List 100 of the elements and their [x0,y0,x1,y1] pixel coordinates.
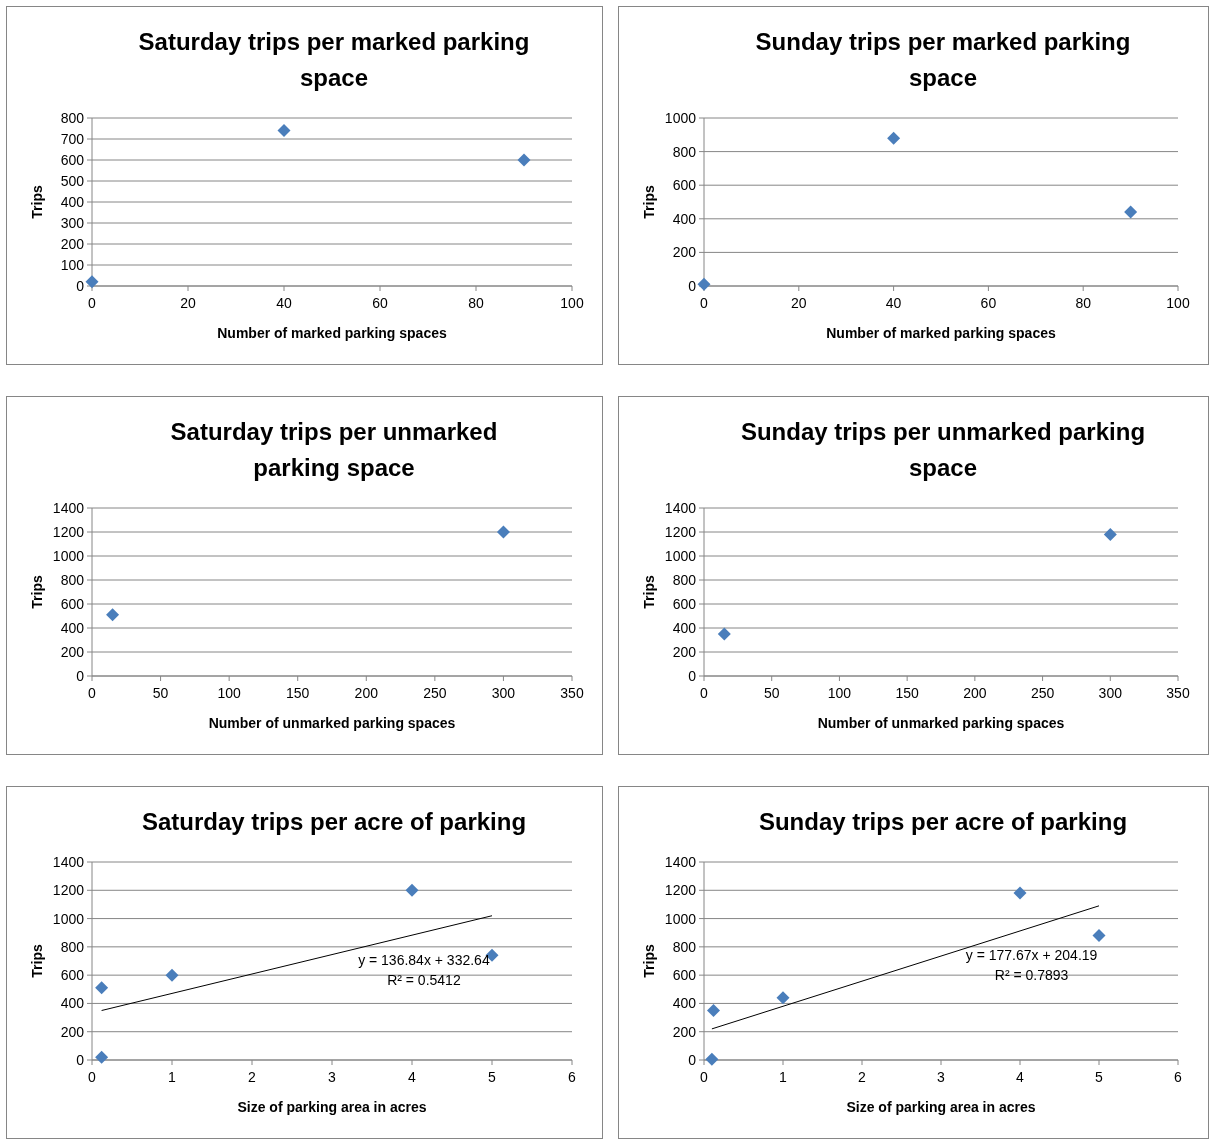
x-tick-label: 150 [286,685,310,701]
x-tick-label: 100 [827,685,852,701]
x-tick-label: 50 [152,685,169,701]
point [95,981,109,995]
x-tick-label: 60 [980,295,997,311]
y-axis-title: Trips [641,575,657,609]
x-tick-label: 6 [1174,1069,1183,1085]
x-tick-label: 3 [937,1069,946,1085]
y-tick-label: 200 [60,1023,85,1040]
point [277,124,291,138]
point [887,131,901,145]
x-tick-label: 1 [779,1069,788,1085]
y-tick-label: 300 [60,215,85,231]
y-tick-label: 800 [672,143,697,160]
y-tick-label: 0 [688,1052,697,1068]
point [517,153,531,167]
x-tick-label: 350 [560,685,584,701]
y-tick-label: 1400 [52,854,85,870]
y-axis-title: Trips [29,575,45,609]
x-tick-label: 80 [1075,295,1092,311]
y-tick-label: 600 [672,967,697,984]
y-tick-label: 800 [60,110,85,126]
y-axis-title: Trips [641,944,657,978]
annotation: y = 136.84x + 332.64 [358,951,490,968]
x-tick-label: 20 [791,295,807,311]
x-tick-label: 100 [217,685,242,701]
y-tick-label: 0 [76,1052,85,1068]
y-tick-label: 1200 [52,524,85,540]
y-tick-label: 500 [60,173,85,189]
chart-title: Saturday trips per acre of parking [141,808,527,835]
x-tick-label: 0 [700,1069,709,1085]
point [95,1050,109,1064]
y-axis-title: Trips [29,944,45,978]
y-tick-label: 400 [672,995,697,1012]
x-tick-label: 250 [1030,685,1055,701]
point [85,275,99,289]
x-tick-label: 200 [354,685,379,701]
x-axis-title: Size of parking area in acres [846,1099,1036,1115]
x-tick-label: 5 [488,1069,497,1085]
y-tick-label: 600 [60,152,85,168]
x-tick-label: 350 [1166,685,1190,701]
x-axis-title: Number of marked parking spaces [826,325,1056,341]
x-tick-label: 0 [700,685,709,701]
chart-title: Sunday trips per marked parking space [755,28,1131,91]
x-tick-label: 40 [276,295,292,311]
y-tick-label: 800 [60,572,85,588]
point [706,1004,720,1017]
x-tick-label: 100 [1166,295,1190,311]
y-tick-label: 0 [76,278,85,294]
x-tick-label: 5 [1095,1069,1104,1085]
y-tick-label: 800 [60,938,85,955]
x-tick-label: 300 [1098,685,1123,701]
y-tick-label: 200 [672,244,697,261]
annotation: y = 177.67x + 204.19 [965,947,1098,964]
x-tick-label: 150 [895,685,920,701]
point [1013,886,1027,900]
point [1124,205,1138,219]
x-tick-label: 0 [88,1069,97,1085]
y-tick-label: 800 [672,572,697,588]
y-tick-label: 0 [76,668,85,684]
y-tick-label: 1200 [52,882,85,899]
x-tick-label: 4 [408,1069,417,1085]
y-tick-label: 1200 [664,524,697,540]
chart-title: Sunday trips per acre of parking [758,808,1128,835]
x-tick-label: 0 [700,295,709,311]
x-tick-label: 250 [423,685,447,701]
x-axis-title: Number of marked parking spaces [217,325,447,341]
y-tick-label: 400 [60,194,85,210]
y-tick-label: 1400 [664,500,697,516]
y-tick-label: 1000 [664,110,697,126]
y-tick-label: 200 [60,236,85,252]
x-tick-label: 50 [763,685,780,701]
y-tick-label: 200 [672,644,697,660]
y-tick-label: 1000 [664,910,697,927]
y-tick-label: 1400 [52,500,85,516]
annotation: R² = 0.7893 [994,967,1069,984]
x-tick-label: 0 [88,295,97,311]
y-tick-label: 0 [688,278,697,294]
x-tick-label: 200 [963,685,987,701]
point [705,1052,719,1066]
x-tick-label: 0 [88,685,97,701]
y-tick-label: 200 [672,1023,697,1040]
x-axis-title: Size of parking area in acres [237,1099,427,1115]
y-tick-label: 400 [672,620,697,636]
point [776,991,790,1005]
x-tick-label: 80 [468,295,484,311]
y-tick-label: 1200 [664,882,697,899]
y-tick-label: 1400 [664,854,697,870]
point [697,277,711,291]
y-tick-label: 600 [672,177,697,194]
x-tick-label: 60 [372,295,388,311]
annotation: R² = 0.5412 [387,971,461,988]
chart-title: Saturday trips per unmarked parking space [170,418,498,481]
y-tick-label: 600 [60,596,85,612]
y-tick-label: 600 [60,967,85,984]
x-tick-label: 4 [1016,1069,1025,1085]
chart-title: Saturday trips per marked parking space [138,28,530,91]
y-axis-title: Trips [29,185,45,219]
y-tick-label: 700 [60,131,85,147]
point [1092,929,1106,943]
